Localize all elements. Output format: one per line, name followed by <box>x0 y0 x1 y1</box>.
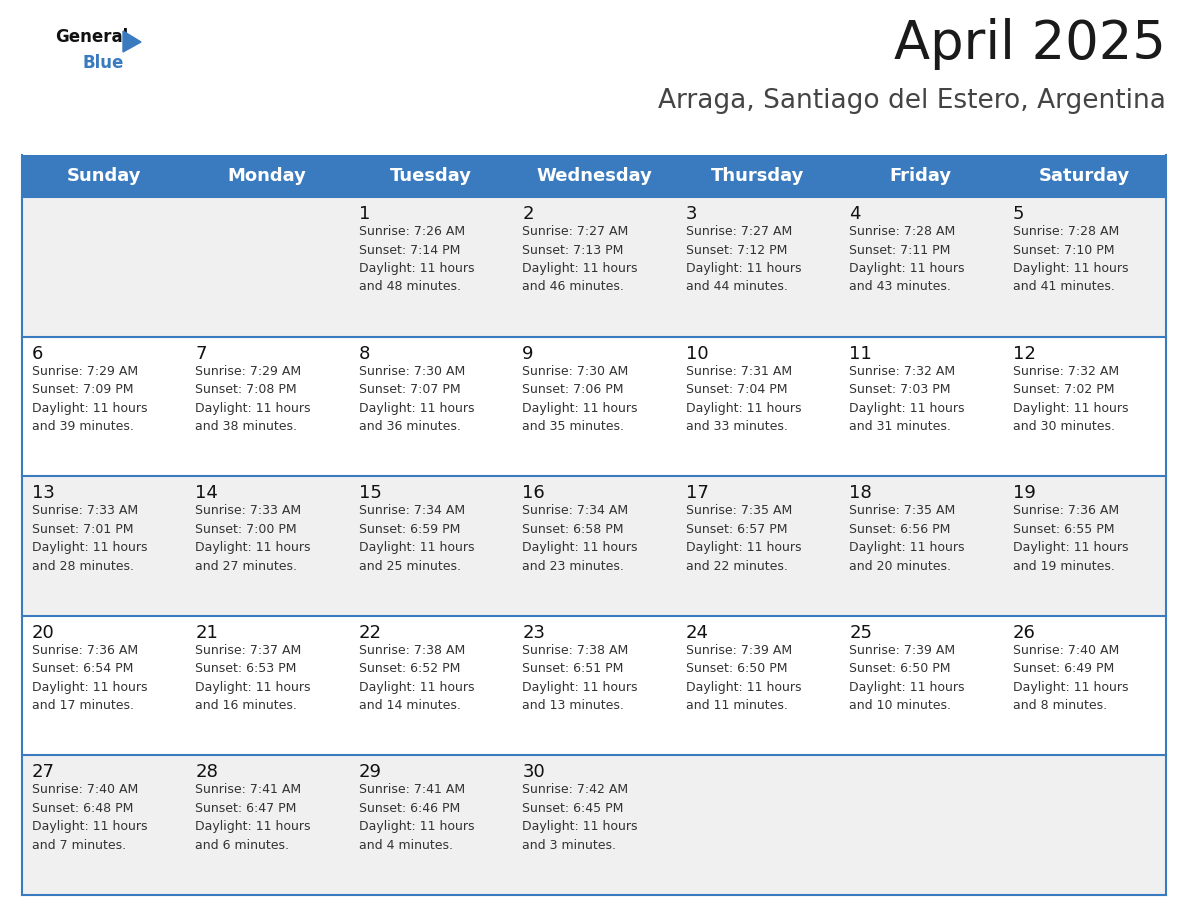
Text: Sunrise: 7:39 AM
Sunset: 6:50 PM
Daylight: 11 hours
and 11 minutes.: Sunrise: 7:39 AM Sunset: 6:50 PM Dayligh… <box>685 644 801 712</box>
Text: Sunrise: 7:36 AM
Sunset: 6:54 PM
Daylight: 11 hours
and 17 minutes.: Sunrise: 7:36 AM Sunset: 6:54 PM Dayligh… <box>32 644 147 712</box>
Text: Sunrise: 7:27 AM
Sunset: 7:13 PM
Daylight: 11 hours
and 46 minutes.: Sunrise: 7:27 AM Sunset: 7:13 PM Dayligh… <box>523 225 638 294</box>
Text: Sunrise: 7:33 AM
Sunset: 7:01 PM
Daylight: 11 hours
and 28 minutes.: Sunrise: 7:33 AM Sunset: 7:01 PM Dayligh… <box>32 504 147 573</box>
Polygon shape <box>124 31 141 52</box>
Text: 8: 8 <box>359 344 371 363</box>
Text: Sunrise: 7:37 AM
Sunset: 6:53 PM
Daylight: 11 hours
and 16 minutes.: Sunrise: 7:37 AM Sunset: 6:53 PM Dayligh… <box>196 644 311 712</box>
Text: 15: 15 <box>359 484 381 502</box>
Text: Sunrise: 7:29 AM
Sunset: 7:08 PM
Daylight: 11 hours
and 38 minutes.: Sunrise: 7:29 AM Sunset: 7:08 PM Dayligh… <box>196 364 311 433</box>
Text: 3: 3 <box>685 205 697 223</box>
Text: Sunrise: 7:34 AM
Sunset: 6:58 PM
Daylight: 11 hours
and 23 minutes.: Sunrise: 7:34 AM Sunset: 6:58 PM Dayligh… <box>523 504 638 573</box>
Text: April 2025: April 2025 <box>895 18 1165 70</box>
Text: 23: 23 <box>523 624 545 642</box>
Text: Sunrise: 7:28 AM
Sunset: 7:10 PM
Daylight: 11 hours
and 41 minutes.: Sunrise: 7:28 AM Sunset: 7:10 PM Dayligh… <box>1012 225 1129 294</box>
Text: 16: 16 <box>523 484 545 502</box>
Text: 20: 20 <box>32 624 55 642</box>
Text: 14: 14 <box>196 484 219 502</box>
Text: 19: 19 <box>1012 484 1036 502</box>
Text: Sunrise: 7:40 AM
Sunset: 6:49 PM
Daylight: 11 hours
and 8 minutes.: Sunrise: 7:40 AM Sunset: 6:49 PM Dayligh… <box>1012 644 1129 712</box>
Text: Wednesday: Wednesday <box>536 167 652 185</box>
Text: Sunrise: 7:35 AM
Sunset: 6:56 PM
Daylight: 11 hours
and 20 minutes.: Sunrise: 7:35 AM Sunset: 6:56 PM Dayligh… <box>849 504 965 573</box>
Text: Blue: Blue <box>83 54 125 72</box>
Text: 2: 2 <box>523 205 533 223</box>
Bar <box>23 476 1165 616</box>
Text: Sunrise: 7:40 AM
Sunset: 6:48 PM
Daylight: 11 hours
and 7 minutes.: Sunrise: 7:40 AM Sunset: 6:48 PM Dayligh… <box>32 783 147 852</box>
Text: Thursday: Thursday <box>710 167 804 185</box>
Text: 1: 1 <box>359 205 371 223</box>
Text: Sunrise: 7:35 AM
Sunset: 6:57 PM
Daylight: 11 hours
and 22 minutes.: Sunrise: 7:35 AM Sunset: 6:57 PM Dayligh… <box>685 504 801 573</box>
Text: 11: 11 <box>849 344 872 363</box>
Bar <box>23 337 1165 476</box>
Text: 26: 26 <box>1012 624 1036 642</box>
Text: 5: 5 <box>1012 205 1024 223</box>
Text: 18: 18 <box>849 484 872 502</box>
Text: 22: 22 <box>359 624 381 642</box>
Text: Tuesday: Tuesday <box>390 167 472 185</box>
Text: Sunrise: 7:36 AM
Sunset: 6:55 PM
Daylight: 11 hours
and 19 minutes.: Sunrise: 7:36 AM Sunset: 6:55 PM Dayligh… <box>1012 504 1129 573</box>
Text: Sunrise: 7:32 AM
Sunset: 7:03 PM
Daylight: 11 hours
and 31 minutes.: Sunrise: 7:32 AM Sunset: 7:03 PM Dayligh… <box>849 364 965 433</box>
Text: Sunday: Sunday <box>67 167 141 185</box>
Text: Friday: Friday <box>890 167 952 185</box>
Text: Sunrise: 7:27 AM
Sunset: 7:12 PM
Daylight: 11 hours
and 44 minutes.: Sunrise: 7:27 AM Sunset: 7:12 PM Dayligh… <box>685 225 801 294</box>
Text: Sunrise: 7:30 AM
Sunset: 7:06 PM
Daylight: 11 hours
and 35 minutes.: Sunrise: 7:30 AM Sunset: 7:06 PM Dayligh… <box>523 364 638 433</box>
Text: Sunrise: 7:41 AM
Sunset: 6:46 PM
Daylight: 11 hours
and 4 minutes.: Sunrise: 7:41 AM Sunset: 6:46 PM Dayligh… <box>359 783 474 852</box>
Text: 10: 10 <box>685 344 708 363</box>
Text: Arraga, Santiago del Estero, Argentina: Arraga, Santiago del Estero, Argentina <box>658 88 1165 114</box>
Text: General: General <box>55 28 128 46</box>
Text: 13: 13 <box>32 484 55 502</box>
Text: 24: 24 <box>685 624 709 642</box>
Text: Sunrise: 7:34 AM
Sunset: 6:59 PM
Daylight: 11 hours
and 25 minutes.: Sunrise: 7:34 AM Sunset: 6:59 PM Dayligh… <box>359 504 474 573</box>
Text: Sunrise: 7:39 AM
Sunset: 6:50 PM
Daylight: 11 hours
and 10 minutes.: Sunrise: 7:39 AM Sunset: 6:50 PM Dayligh… <box>849 644 965 712</box>
Text: Monday: Monday <box>228 167 307 185</box>
Text: 28: 28 <box>196 764 219 781</box>
Text: Sunrise: 7:38 AM
Sunset: 6:51 PM
Daylight: 11 hours
and 13 minutes.: Sunrise: 7:38 AM Sunset: 6:51 PM Dayligh… <box>523 644 638 712</box>
Text: 4: 4 <box>849 205 860 223</box>
Text: 25: 25 <box>849 624 872 642</box>
Text: 6: 6 <box>32 344 44 363</box>
Bar <box>23 197 1165 337</box>
Bar <box>23 155 1165 197</box>
Text: 27: 27 <box>32 764 55 781</box>
Text: Sunrise: 7:26 AM
Sunset: 7:14 PM
Daylight: 11 hours
and 48 minutes.: Sunrise: 7:26 AM Sunset: 7:14 PM Dayligh… <box>359 225 474 294</box>
Text: Sunrise: 7:31 AM
Sunset: 7:04 PM
Daylight: 11 hours
and 33 minutes.: Sunrise: 7:31 AM Sunset: 7:04 PM Dayligh… <box>685 364 801 433</box>
Text: 12: 12 <box>1012 344 1036 363</box>
Bar <box>23 756 1165 895</box>
Text: 30: 30 <box>523 764 545 781</box>
Text: Sunrise: 7:30 AM
Sunset: 7:07 PM
Daylight: 11 hours
and 36 minutes.: Sunrise: 7:30 AM Sunset: 7:07 PM Dayligh… <box>359 364 474 433</box>
Text: Sunrise: 7:28 AM
Sunset: 7:11 PM
Daylight: 11 hours
and 43 minutes.: Sunrise: 7:28 AM Sunset: 7:11 PM Dayligh… <box>849 225 965 294</box>
Text: Sunrise: 7:38 AM
Sunset: 6:52 PM
Daylight: 11 hours
and 14 minutes.: Sunrise: 7:38 AM Sunset: 6:52 PM Dayligh… <box>359 644 474 712</box>
Bar <box>23 616 1165 756</box>
Text: 29: 29 <box>359 764 381 781</box>
Text: Sunrise: 7:32 AM
Sunset: 7:02 PM
Daylight: 11 hours
and 30 minutes.: Sunrise: 7:32 AM Sunset: 7:02 PM Dayligh… <box>1012 364 1129 433</box>
Text: Sunrise: 7:41 AM
Sunset: 6:47 PM
Daylight: 11 hours
and 6 minutes.: Sunrise: 7:41 AM Sunset: 6:47 PM Dayligh… <box>196 783 311 852</box>
Text: Sunrise: 7:29 AM
Sunset: 7:09 PM
Daylight: 11 hours
and 39 minutes.: Sunrise: 7:29 AM Sunset: 7:09 PM Dayligh… <box>32 364 147 433</box>
Text: 7: 7 <box>196 344 207 363</box>
Text: Saturday: Saturday <box>1038 167 1130 185</box>
Text: 17: 17 <box>685 484 708 502</box>
Text: Sunrise: 7:33 AM
Sunset: 7:00 PM
Daylight: 11 hours
and 27 minutes.: Sunrise: 7:33 AM Sunset: 7:00 PM Dayligh… <box>196 504 311 573</box>
Text: Sunrise: 7:42 AM
Sunset: 6:45 PM
Daylight: 11 hours
and 3 minutes.: Sunrise: 7:42 AM Sunset: 6:45 PM Dayligh… <box>523 783 638 852</box>
Text: 21: 21 <box>196 624 219 642</box>
Text: 9: 9 <box>523 344 533 363</box>
